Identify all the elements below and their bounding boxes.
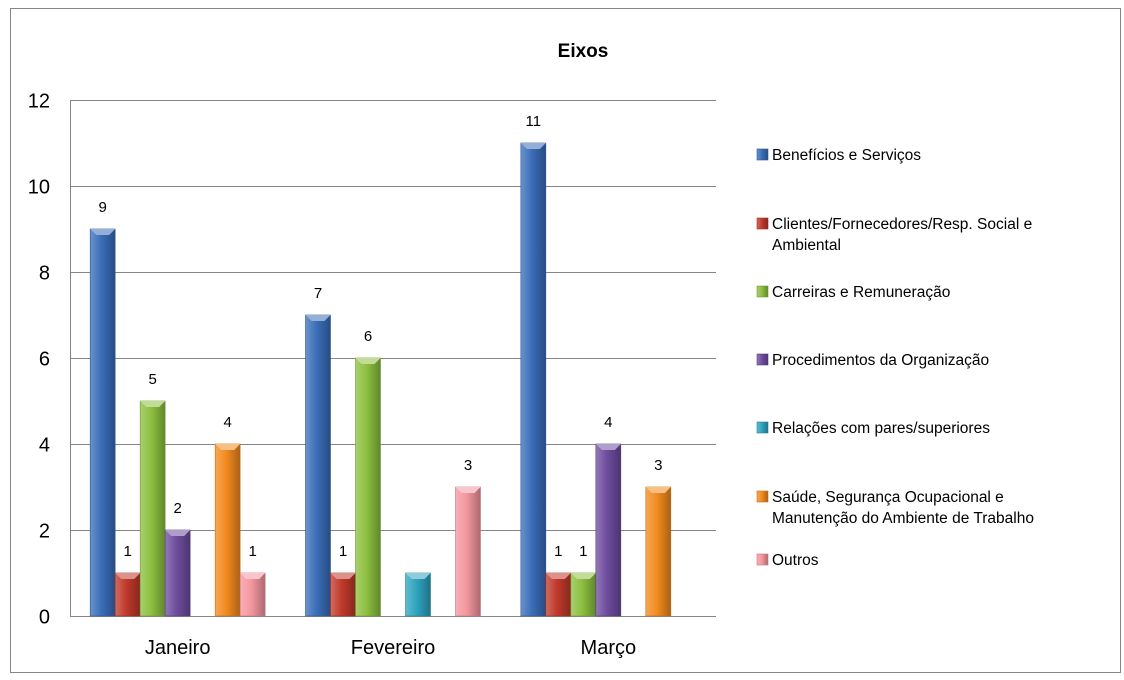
legend-item: Saúde, Segurança Ocupacional e Manutenção… (756, 489, 1034, 527)
x-tick-label: Janeiro (145, 637, 211, 659)
y-tick-label: 12 (28, 91, 50, 113)
bar-cap (645, 487, 671, 493)
bar-cap (330, 573, 356, 579)
legend-label: Procedimentos da Organização (772, 352, 989, 369)
bar (114, 572, 141, 617)
bar-cap (90, 229, 116, 235)
data-label: 7 (314, 285, 322, 302)
data-label: 4 (604, 414, 612, 431)
legend-label: Benefícios e Serviços (772, 147, 921, 164)
legend-swatch (756, 148, 769, 161)
bar-cap (455, 487, 481, 493)
data-label: 5 (148, 371, 156, 388)
chart-title: Eixos (558, 41, 609, 62)
bar (164, 529, 191, 617)
bar (214, 443, 241, 617)
data-label: 1 (339, 543, 347, 560)
data-label: 1 (123, 543, 131, 560)
data-label: 1 (579, 543, 587, 560)
bar-cap (305, 315, 331, 321)
y-tick-label: 8 (39, 263, 50, 285)
bar-cap (595, 444, 621, 450)
data-label: 1 (248, 543, 256, 560)
bar-cap (165, 530, 191, 536)
legend-swatch (756, 553, 769, 566)
data-label: 1 (554, 543, 562, 560)
y-tick-label: 6 (39, 349, 50, 371)
legend-label: Saúde, Segurança Ocupacional e (772, 489, 1004, 506)
bar (455, 486, 481, 617)
legend-swatch (756, 353, 769, 366)
legend-swatch (756, 421, 769, 434)
bar (405, 572, 431, 617)
legend-label: Manutenção do Ambiente de Trabalho (772, 510, 1034, 527)
bar-cap (115, 573, 141, 579)
y-tick-label: 4 (39, 435, 50, 457)
bar-cap (215, 444, 241, 450)
bar (545, 572, 572, 617)
bar (89, 228, 116, 617)
legend-label: Ambiental (772, 237, 841, 254)
bar (570, 572, 597, 617)
legend-item: Clientes/Fornecedores/Resp. Social e Ambi… (756, 216, 1032, 254)
bar (330, 572, 356, 617)
legend: Benefícios e Serviços Clientes/Fornecedor… (756, 147, 1034, 569)
bars (89, 142, 672, 617)
bar (595, 443, 622, 617)
legend-swatch (756, 490, 769, 503)
bar-cap (140, 401, 166, 407)
bar (355, 357, 381, 617)
legend-swatch (756, 217, 769, 230)
legend-item: Benefícios e Serviços (756, 147, 921, 164)
x-tick-label: Março (581, 637, 637, 659)
legend-item: Outros (756, 552, 819, 569)
bar (239, 572, 266, 617)
bar (305, 314, 331, 617)
legend-swatch (756, 285, 769, 298)
bar (139, 400, 166, 617)
y-tick-label: 2 (39, 521, 50, 543)
data-label: 6 (364, 328, 372, 345)
legend-label: Outros (772, 552, 819, 569)
data-label: 9 (98, 199, 106, 216)
bar-cap (545, 573, 571, 579)
legend-item: Carreiras e Remuneração (756, 284, 950, 301)
data-label: 3 (654, 457, 662, 474)
y-tick-label: 0 (39, 607, 50, 629)
bar-cap (570, 573, 596, 579)
data-label: 3 (464, 457, 472, 474)
bar (645, 486, 672, 617)
bar-cap (240, 573, 266, 579)
y-tick-label: 10 (28, 177, 50, 199)
bar-cap (355, 358, 381, 364)
legend-label: Carreiras e Remuneração (772, 284, 950, 301)
legend-item: Procedimentos da Organização (756, 352, 989, 369)
bar-cap (520, 143, 546, 149)
legend-label: Relações com pares/superiores (772, 420, 990, 437)
data-label: 2 (173, 500, 181, 517)
data-label: 4 (223, 414, 231, 431)
legend-item: Relações com pares/superiores (756, 420, 990, 437)
bar (520, 142, 547, 617)
legend-label: Clientes/Fornecedores/Resp. Social e (772, 216, 1032, 233)
chart-border (10, 8, 1121, 673)
x-tick-label: Fevereiro (351, 637, 435, 659)
bar-cap (405, 573, 431, 579)
data-label: 11 (526, 113, 542, 130)
